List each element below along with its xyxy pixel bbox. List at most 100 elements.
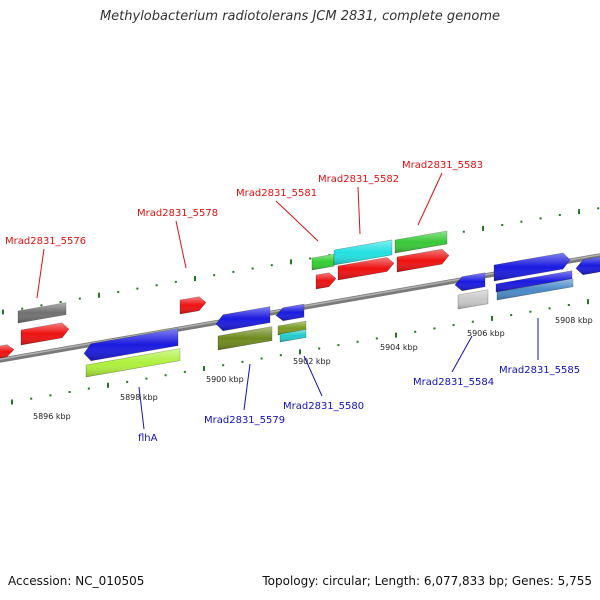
upper-tick-mark: [520, 220, 523, 223]
upper-tick-mark: [21, 307, 24, 310]
lower-tick-mark: [183, 370, 186, 373]
gene-arrow[interactable]: [457, 289, 489, 310]
top-gene-label[interactable]: Mrad2831_5578: [137, 208, 218, 219]
kbp-tick-label: 5902 kbp: [293, 357, 331, 366]
gene-arrow[interactable]: [315, 272, 337, 290]
upper-tick-mark: [194, 276, 196, 282]
top-gene-label[interactable]: Mrad2831_5576: [5, 236, 86, 247]
lower-tick-mark: [49, 394, 52, 397]
upper-tick-mark: [309, 257, 312, 260]
lower-tick-track: [11, 299, 589, 405]
lower-tick-mark: [87, 387, 90, 390]
kbp-tick-labels: 5896 kbp 5898 kbp 5900 kbp 5902 kbp 5904 kbp…: [33, 316, 593, 421]
upper-tick-mark: [501, 224, 504, 227]
lower-tick-mark: [433, 327, 436, 330]
lower-tick-mark: [414, 330, 417, 333]
upper-tick-mark: [98, 292, 100, 298]
upper-tick-mark: [136, 287, 139, 290]
upper-tick-mark: [597, 207, 600, 210]
bottom-gene-label[interactable]: Mrad2831_5584: [413, 377, 494, 388]
upper-tick-mark: [482, 225, 484, 231]
gene-arrow[interactable]: [493, 252, 571, 282]
gene-arrow[interactable]: [20, 322, 70, 346]
gene-arrow[interactable]: [575, 256, 600, 276]
lower-tick-mark: [222, 364, 225, 367]
gene-arrow[interactable]: [394, 230, 448, 254]
top-callout-line: [357, 186, 361, 235]
top-callout-line: [275, 200, 319, 242]
gene-arrow[interactable]: [0, 344, 15, 359]
upper-tick-mark: [213, 274, 216, 277]
top-callout-line: [417, 172, 443, 226]
gene-label-callouts: Mrad2831_5576Mrad2831_5578Mrad2831_5581M…: [5, 160, 580, 444]
bottom-gene-label[interactable]: flhA: [138, 433, 158, 444]
upper-tick-mark: [232, 270, 235, 273]
lower-tick-mark: [529, 310, 532, 313]
upper-tick-mark: [155, 284, 158, 287]
bottom-callout-line: [303, 355, 323, 397]
lower-tick-mark: [356, 340, 359, 343]
upper-tick-track: [2, 207, 600, 315]
gene-arrow[interactable]: [83, 328, 179, 362]
bottom-callout-line: [451, 335, 473, 373]
gene-arrow[interactable]: [217, 326, 273, 351]
gene-arrow[interactable]: [496, 278, 574, 301]
bottom-callout-line: [138, 386, 145, 430]
lower-tick-mark: [375, 337, 378, 340]
upper-tick-mark: [251, 267, 254, 270]
gene-arrow[interactable]: [179, 296, 207, 315]
lower-tick-mark: [145, 377, 148, 380]
gene-arrow[interactable]: [279, 329, 307, 343]
upper-tick-mark: [2, 309, 4, 315]
gene-arrow[interactable]: [396, 248, 450, 273]
kbp-tick-label: 5904 kbp: [380, 343, 418, 352]
lower-tick-mark: [107, 382, 109, 388]
bottom-callout-line: [243, 363, 251, 411]
lower-tick-mark: [126, 380, 129, 383]
gene-arrow[interactable]: [215, 306, 271, 332]
upper-tick-mark: [290, 259, 292, 265]
upper-tick-mark: [558, 214, 561, 217]
lower-tick-mark: [241, 360, 244, 363]
gene-arrow[interactable]: [454, 272, 486, 292]
gene-arrow[interactable]: [495, 270, 573, 293]
upper-tick-mark: [40, 304, 43, 307]
upper-tick-mark: [117, 290, 120, 293]
bottom-gene-label[interactable]: Mrad2831_5580: [283, 401, 364, 412]
gene-arrow[interactable]: [311, 253, 335, 271]
lower-tick-mark: [68, 390, 71, 393]
kbp-tick-label: 5900 kbp: [206, 375, 244, 384]
lower-tick-mark: [510, 314, 513, 317]
gene-arrow[interactable]: [275, 303, 305, 322]
gene-arrow[interactable]: [333, 239, 393, 266]
lower-tick-mark: [318, 347, 321, 350]
kbp-tick-label: 5906 kbp: [467, 329, 505, 338]
accession-text: Accession: NC_010505: [8, 574, 145, 588]
kbp-tick-label: 5908 kbp: [555, 316, 593, 325]
upper-tick-mark: [270, 264, 273, 267]
bottom-gene-label[interactable]: Mrad2831_5579: [204, 415, 285, 426]
gene-arrow[interactable]: [337, 257, 395, 281]
lower-tick-mark: [260, 357, 263, 360]
top-gene-label[interactable]: Mrad2831_5581: [236, 188, 317, 199]
top-callout-line: [175, 220, 187, 269]
lower-tick-mark: [11, 399, 13, 405]
lower-tick-mark: [491, 315, 493, 321]
lower-tick-mark: [567, 304, 570, 307]
lower-tick-mark: [452, 324, 455, 327]
kbp-tick-label: 5896 kbp: [33, 412, 71, 421]
lower-tick-mark: [395, 332, 397, 338]
upper-tick-mark: [578, 209, 580, 215]
lower-tick-mark: [471, 320, 474, 323]
bottom-gene-label[interactable]: Mrad2831_5585: [499, 365, 580, 376]
lower-tick-mark: [587, 299, 589, 305]
upper-tick-mark: [462, 230, 465, 233]
gene-arrow[interactable]: [17, 302, 67, 324]
top-callout-line: [36, 248, 45, 299]
top-gene-label[interactable]: Mrad2831_5582: [318, 174, 399, 185]
gene-arrow[interactable]: [85, 348, 181, 378]
lower-tick-mark: [279, 354, 282, 357]
upper-tick-mark: [539, 217, 542, 220]
top-gene-label[interactable]: Mrad2831_5583: [402, 160, 483, 171]
